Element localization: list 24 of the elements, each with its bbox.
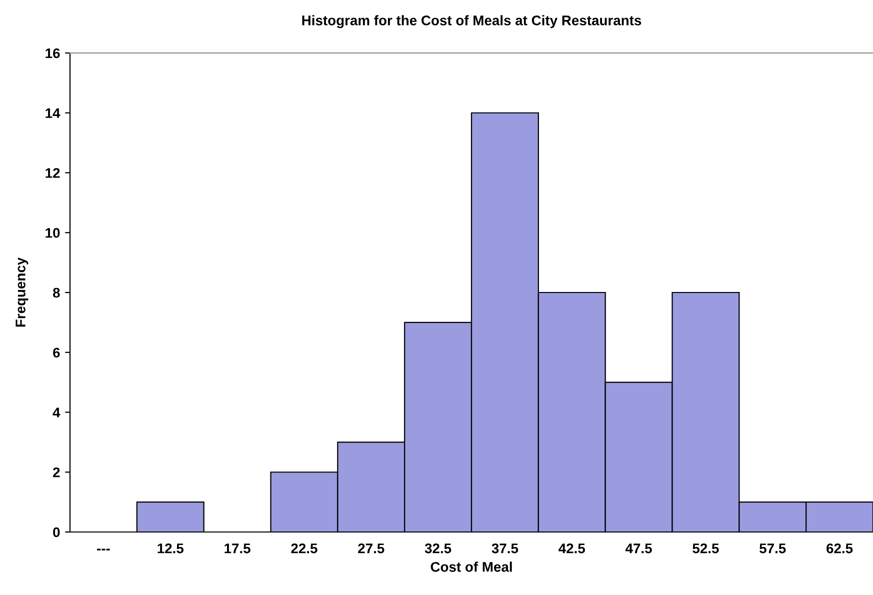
x-tick-label: 32.5 xyxy=(424,543,452,554)
x-tick-label: 27.5 xyxy=(358,543,384,554)
x-tick-label: --- xyxy=(97,548,110,550)
y-tick-label: 16 xyxy=(46,48,60,58)
x-tick-label: 47.5 xyxy=(625,544,652,554)
x-tick-label: 52.5 xyxy=(692,543,719,554)
chart-title: Histogram for the Cost of Meals at City Restaurants xyxy=(302,15,642,28)
x-tick-label: 62.5 xyxy=(826,543,853,554)
y-axis-title: Frequency xyxy=(16,257,28,327)
x-tick-label: 22.5 xyxy=(291,543,318,554)
x-tick-label: 42.5 xyxy=(558,543,586,554)
x-tick-label: 37.5 xyxy=(492,543,518,554)
x-tick-label: 17.5 xyxy=(224,544,250,554)
x-tick-label: 12.5 xyxy=(158,543,184,554)
y-tick-label: 4 xyxy=(52,408,60,418)
x-axis-title: Cost of Meal xyxy=(430,562,512,572)
x-tick-label: 57.5 xyxy=(760,544,786,554)
y-tick-label: 6 xyxy=(53,348,60,358)
y-tick-label: 12 xyxy=(46,168,60,178)
y-tick-label: 2 xyxy=(53,467,60,478)
y-tick-label: 14 xyxy=(46,108,60,118)
y-tick-label: 0 xyxy=(53,527,60,538)
y-tick-label: 10 xyxy=(46,228,60,238)
y-tick-label: 8 xyxy=(52,288,60,298)
